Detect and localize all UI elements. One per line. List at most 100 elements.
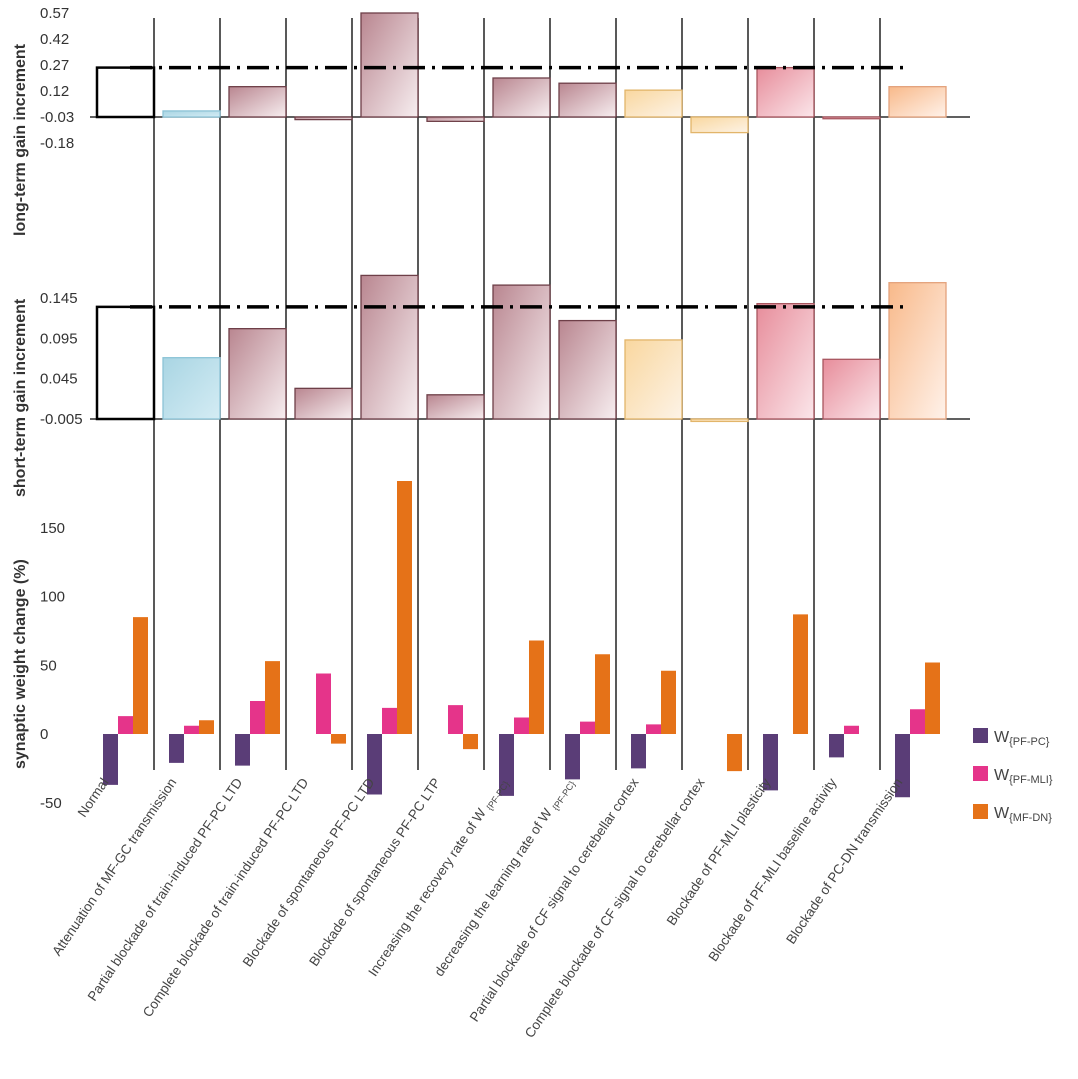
bar	[529, 640, 544, 734]
bar	[793, 614, 808, 734]
bar	[514, 717, 529, 734]
bar	[228, 86, 287, 118]
bar	[888, 86, 947, 118]
bar	[426, 116, 485, 122]
y-tick-label: -50	[40, 795, 62, 812]
legend-swatch-pf-pc	[973, 728, 988, 743]
bar	[133, 617, 148, 734]
category-label: Increasing the recovery rate of W {PF-PC…	[365, 775, 511, 980]
bar	[228, 328, 287, 420]
bar	[895, 734, 910, 798]
legend-label-pf-pc: W{PF-PC}	[994, 729, 1050, 748]
y-tick-label: 50	[40, 657, 57, 674]
legend-swatch-mf-dn	[973, 804, 988, 819]
short-term-ylabel: short-term gain increment	[12, 298, 29, 497]
bar	[624, 339, 683, 420]
bar	[595, 654, 610, 734]
category-label: Blockade of PF-MLI baseline activity	[705, 775, 839, 964]
bar	[727, 734, 742, 772]
bar	[492, 77, 551, 118]
bar	[756, 66, 815, 118]
short-term-panel: 0.145 0.095 0.045 -0.005	[40, 274, 970, 428]
bar	[95, 66, 156, 119]
long-term-ylabel: long-term gain increment	[12, 43, 29, 236]
bar	[118, 716, 133, 734]
bar	[888, 282, 947, 420]
bar	[294, 387, 353, 420]
bar	[690, 116, 749, 134]
y-tick-label: 150	[40, 520, 65, 537]
synaptic-panel: 150 100 50 0 -50	[40, 481, 940, 812]
y-tick-label: -0.03	[40, 109, 74, 126]
bar	[844, 725, 859, 734]
category-label: Normal	[75, 775, 112, 819]
bar	[331, 734, 346, 744]
bar	[910, 709, 925, 734]
bar	[95, 305, 156, 421]
y-tick-label: 0.145	[40, 290, 78, 307]
y-tick-label: 0	[40, 726, 48, 743]
y-tick-label: 0.42	[40, 31, 69, 48]
synaptic-ylabel: synaptic weight change (%)	[12, 559, 29, 769]
y-tick-label: 0.27	[40, 57, 69, 74]
category-label: decreasing the learning rate of W {PF-PC…	[431, 775, 577, 980]
bar	[448, 705, 463, 734]
legend-swatch-pf-mli	[973, 766, 988, 781]
bar	[397, 481, 412, 734]
bar	[162, 110, 221, 118]
bar	[382, 707, 397, 734]
y-tick-label: -0.005	[40, 411, 83, 428]
bar	[294, 116, 353, 121]
bar	[235, 734, 250, 766]
category-label: Blockade of spontaneous PF-PC LTD	[240, 775, 378, 969]
bar	[756, 302, 815, 420]
bar	[360, 274, 419, 420]
bar	[822, 358, 881, 420]
bar	[763, 734, 778, 791]
bar	[646, 724, 661, 734]
category-label-main: decreasing the learning rate of W	[431, 803, 557, 979]
bar	[367, 734, 382, 795]
long-term-panel: 0.57 0.42 0.27 0.12 -0.03 -0.18	[40, 5, 970, 152]
bar	[463, 734, 478, 750]
bar	[103, 734, 118, 785]
bar	[169, 734, 184, 763]
y-tick-label: 100	[40, 589, 65, 606]
category-label: Attenuation of MF-GC transmission	[49, 775, 179, 958]
category-labels: Normal Attenuation of MF-GC transmission…	[49, 775, 905, 1041]
category-label: Blockade of PC-DN transmission	[783, 775, 905, 946]
bar	[162, 357, 221, 420]
bar	[925, 662, 940, 734]
y-tick-label: 0.095	[40, 330, 78, 347]
bar	[316, 673, 331, 734]
bar	[199, 720, 214, 734]
bar	[250, 701, 265, 734]
category-label-sub: {PF-PC}	[550, 779, 577, 812]
legend-label-mf-dn: W{MF-DN}	[994, 805, 1052, 824]
category-label-main: Increasing the recovery rate of W	[365, 803, 491, 979]
bar	[690, 418, 749, 423]
bar	[184, 725, 199, 734]
bar	[265, 661, 280, 734]
bar	[558, 82, 617, 118]
bar	[822, 116, 881, 120]
legend-label-pf-mli: W{PF-MLI}	[994, 767, 1053, 786]
bar	[426, 394, 485, 420]
bar	[829, 734, 844, 758]
bar	[360, 12, 419, 118]
category-label: Blockade of spontaneous PF-PC LTP	[306, 775, 443, 969]
bar	[580, 721, 595, 734]
legend: W{PF-PC} W{PF-MLI} W{MF-DN}	[973, 728, 1053, 824]
bar	[558, 319, 617, 420]
bar	[499, 734, 514, 796]
y-tick-label: 0.12	[40, 83, 69, 100]
y-tick-label: 0.57	[40, 5, 69, 22]
y-tick-label: -0.18	[40, 135, 74, 152]
y-tick-label: 0.045	[40, 371, 78, 388]
bar	[661, 670, 676, 734]
bar	[624, 89, 683, 118]
bar	[565, 734, 580, 780]
bar	[631, 734, 646, 769]
